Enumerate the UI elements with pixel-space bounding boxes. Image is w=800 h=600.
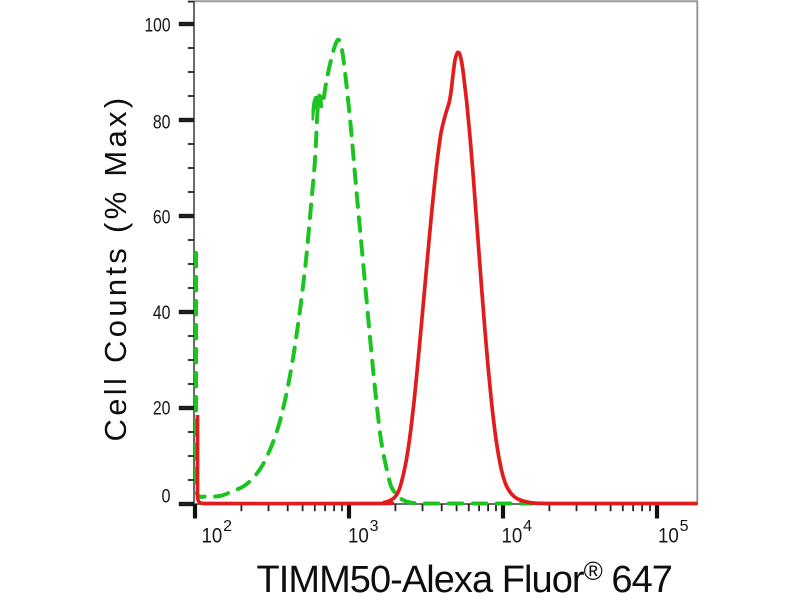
- svg-text:2: 2: [223, 518, 232, 535]
- svg-text:10: 10: [658, 524, 679, 548]
- svg-text:80: 80: [153, 112, 171, 134]
- svg-text:0: 0: [162, 486, 171, 508]
- svg-text:4: 4: [523, 518, 532, 535]
- svg-text:100: 100: [145, 15, 171, 37]
- svg-text:3: 3: [370, 518, 379, 535]
- svg-text:10: 10: [502, 524, 523, 548]
- svg-text:TIMM50-Alexa Fluor® 647: TIMM50-Alexa Fluor® 647: [257, 556, 672, 600]
- svg-text:60: 60: [153, 207, 171, 229]
- svg-text:20: 20: [153, 398, 171, 420]
- svg-text:10: 10: [202, 524, 223, 548]
- svg-text:40: 40: [153, 302, 171, 324]
- svg-text:5: 5: [680, 518, 689, 535]
- svg-text:Cell Counts (% Max): Cell Counts (% Max): [98, 95, 133, 442]
- svg-text:10: 10: [348, 524, 369, 548]
